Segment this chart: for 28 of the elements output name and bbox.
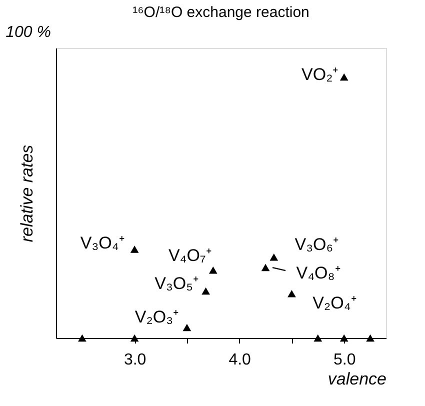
annotation: V₂O₄⁺ bbox=[312, 294, 357, 313]
x-axis-title: valence bbox=[328, 370, 386, 388]
point bbox=[288, 290, 296, 298]
point bbox=[130, 246, 139, 253]
annotation: V₃O₆⁺ bbox=[294, 235, 340, 254]
annotation: V₂O₃⁺ bbox=[134, 308, 179, 327]
x-tick-label: 5.0 bbox=[333, 352, 356, 368]
x-tick-label: 3.0 bbox=[124, 352, 146, 368]
point bbox=[78, 334, 86, 342]
point bbox=[202, 287, 210, 295]
point bbox=[270, 253, 278, 261]
point bbox=[340, 334, 348, 342]
annotation: V₃O₄⁺ bbox=[80, 233, 125, 252]
x-tick-label: 4.0 bbox=[228, 352, 252, 368]
point bbox=[261, 264, 270, 272]
chart-title: ¹⁶O/¹⁸O exchange reaction bbox=[132, 4, 310, 21]
annotation: V₄O₈⁺ bbox=[296, 264, 341, 283]
y-axis-title: relative rates bbox=[18, 144, 36, 242]
point bbox=[340, 73, 348, 81]
point bbox=[182, 324, 192, 332]
point bbox=[366, 334, 374, 342]
annotation: VO₂⁺ bbox=[302, 65, 339, 84]
point bbox=[314, 334, 322, 342]
text: 100 % bbox=[6, 24, 51, 41]
annotation: V₃O₅⁺ bbox=[154, 274, 199, 294]
point bbox=[130, 334, 139, 342]
annotation: V₄O₇⁺ bbox=[168, 246, 212, 266]
point bbox=[208, 266, 218, 274]
